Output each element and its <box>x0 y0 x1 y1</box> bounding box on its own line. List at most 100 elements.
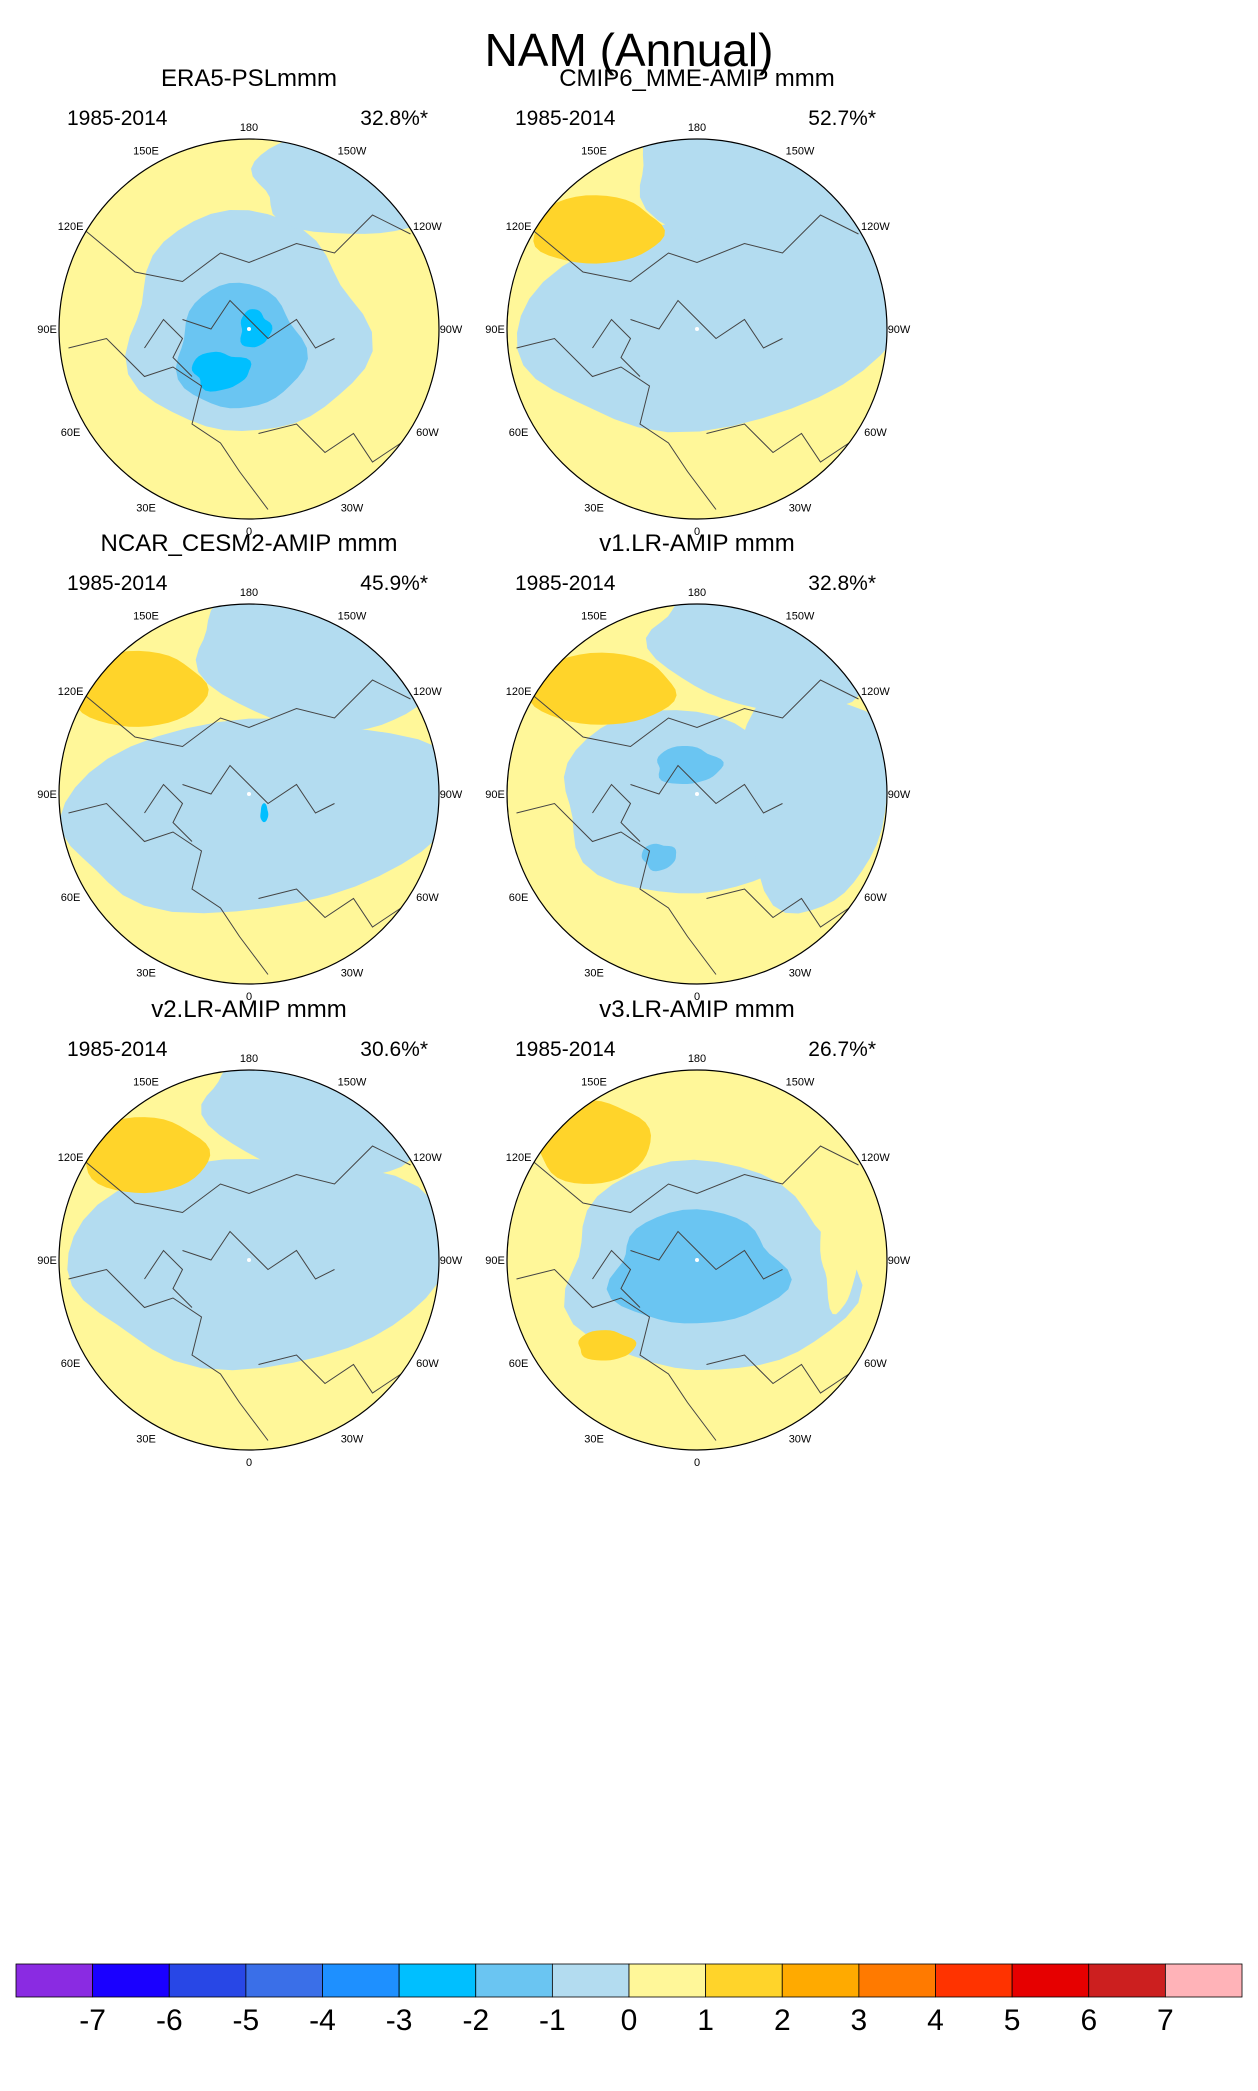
colorbar-label: 2 <box>774 2004 791 2037</box>
longitude-label: 60W <box>416 427 439 439</box>
longitude-label: 120E <box>58 221 84 233</box>
longitude-label: 0 <box>246 991 252 1003</box>
longitude-label: 30E <box>584 967 604 979</box>
longitude-label: 180 <box>240 1053 258 1065</box>
anomaly-region <box>641 843 677 872</box>
longitude-label: 90W <box>440 1255 463 1267</box>
colorbar-swatch <box>92 1963 170 1998</box>
colorbar-label: 4 <box>927 2004 944 2037</box>
panel-title: CMIP6_MME-AMIP mmm <box>559 65 835 92</box>
longitude-label: 90W <box>888 324 911 336</box>
longitude-label: 0 <box>246 1457 252 1469</box>
anomaly-layer <box>68 139 439 510</box>
colorbar-swatch <box>1164 1963 1243 1998</box>
longitude-label: 120W <box>861 1152 890 1164</box>
coastline <box>706 1354 850 1394</box>
anomaly-region <box>60 718 439 914</box>
coastline <box>182 299 335 349</box>
colorbar-swatch <box>398 1963 477 1998</box>
longitude-label: 150E <box>133 611 159 623</box>
longitude-label: 120E <box>506 221 532 233</box>
coastline <box>68 1268 269 1441</box>
panel-variance: 52.7%* <box>808 107 876 130</box>
anomaly-region <box>517 216 887 433</box>
longitude-label: 90E <box>37 324 57 336</box>
longitude-label: 60W <box>864 892 887 904</box>
panel-period: 1985-2014 <box>67 572 168 595</box>
coastline <box>68 802 269 975</box>
pole-marker <box>695 1258 699 1262</box>
coastline <box>525 1145 859 1214</box>
longitude-label: 180 <box>240 122 258 134</box>
colorbar-swatch <box>551 1963 630 1998</box>
coastline <box>525 679 859 748</box>
coastline <box>630 1230 783 1280</box>
longitude-label: 150W <box>338 611 367 623</box>
longitude-label: 180 <box>688 587 706 599</box>
longitude-label: 120E <box>506 1152 532 1164</box>
anomaly-region <box>606 1209 792 1324</box>
anomaly-region <box>533 195 665 264</box>
coastline <box>68 337 269 510</box>
anomaly-region <box>260 803 269 823</box>
longitude-label: 30E <box>136 1433 156 1445</box>
coastline <box>516 802 717 975</box>
coastline <box>706 423 850 463</box>
map-border <box>506 1069 888 1451</box>
colorbar-swatch <box>168 1963 247 1998</box>
colorbar-label: 0 <box>621 2004 638 2037</box>
anomaly-region <box>191 351 252 392</box>
colorbar-swatch <box>15 1963 94 1998</box>
longitude-label: 30E <box>136 967 156 979</box>
panel-period: 1985-2014 <box>67 107 168 130</box>
coastline <box>592 1249 641 1308</box>
panel-period: 1985-2014 <box>67 1038 168 1061</box>
coastline <box>144 318 193 377</box>
colorbar-swatch <box>1088 1963 1166 1998</box>
anomaly-region <box>820 1194 860 1315</box>
longitude-label: 120W <box>413 1152 442 1164</box>
map-panel: 180 150E 120E 90E 60E 30E 0 30W 60W 90W 120W 150W NC… <box>37 530 463 1003</box>
longitude-label: 150W <box>338 1077 367 1089</box>
longitude-label: 150E <box>581 146 607 158</box>
coastline <box>592 318 641 377</box>
anomaly-region <box>84 1117 211 1194</box>
map-border <box>506 603 888 985</box>
colorbar-label: 1 <box>697 2004 714 2037</box>
colorbar-swatch <box>935 1963 1013 1998</box>
longitude-label: 30E <box>584 1433 604 1445</box>
panel-variance: 45.9%* <box>360 572 428 595</box>
longitude-label: 0 <box>694 991 700 1003</box>
colorbar-swatch <box>858 1963 936 1998</box>
coastline <box>144 783 193 842</box>
longitude-label: 150W <box>338 146 367 158</box>
colorbar-label: -6 <box>156 2004 183 2037</box>
longitude-label: 90E <box>37 789 57 801</box>
figure-title: NAM (Annual) <box>485 24 774 76</box>
panel-period: 1985-2014 <box>515 107 616 130</box>
longitude-label: 120E <box>58 1152 84 1164</box>
longitude-label: 150E <box>133 146 159 158</box>
pole-marker <box>247 327 251 331</box>
colorbar-label: -3 <box>386 2004 413 2037</box>
map-border <box>506 138 888 520</box>
panel-period: 1985-2014 <box>515 572 616 595</box>
colorbar-swatch <box>1011 1963 1090 1998</box>
longitude-label: 120E <box>58 686 84 698</box>
map-border <box>58 138 440 520</box>
longitude-label: 0 <box>694 526 700 538</box>
longitude-label: 30W <box>789 967 812 979</box>
longitude-label: 180 <box>688 1053 706 1065</box>
longitude-label: 90E <box>37 1255 57 1267</box>
coastline <box>77 679 411 748</box>
anomaly-region <box>657 746 724 784</box>
longitude-label: 180 <box>240 587 258 599</box>
coastline <box>516 337 717 510</box>
coastline <box>630 764 783 814</box>
longitude-label: 30W <box>341 967 364 979</box>
coastline <box>182 764 335 814</box>
coastline <box>182 1230 335 1280</box>
coastline <box>516 1268 717 1441</box>
colorbar-swatch <box>628 1963 707 1998</box>
